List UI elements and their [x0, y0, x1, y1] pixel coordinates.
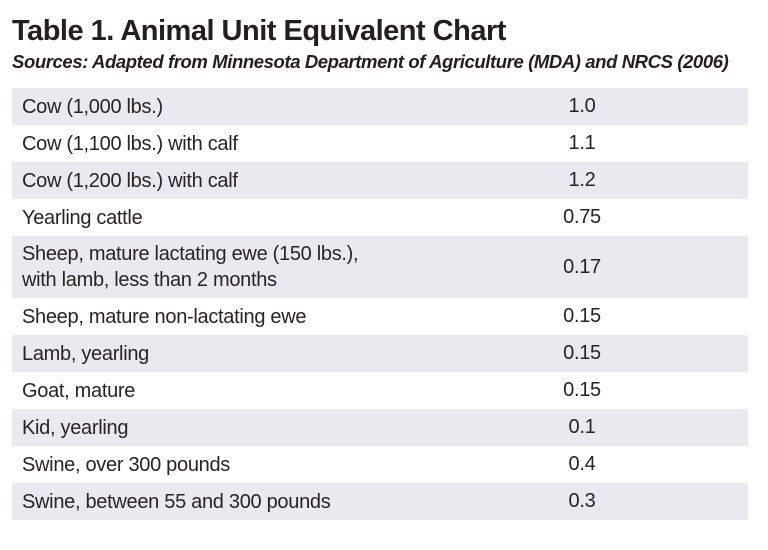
table-row: Sheep, mature non-lactating ewe 0.15 — [12, 298, 748, 336]
row-value: 0.17 — [563, 255, 601, 278]
table-row: Swine, over 300 pounds 0.4 — [12, 446, 748, 484]
row-label: Lamb, yearling — [22, 342, 149, 365]
row-value: 0.3 — [568, 490, 596, 513]
row-label: Goat, mature — [22, 379, 136, 402]
table-row: Yearling cattle 0.75 — [12, 199, 748, 237]
row-value: 1.1 — [568, 132, 596, 155]
table-row: Kid, yearling 0.1 — [12, 409, 748, 447]
row-value: 0.15 — [563, 305, 601, 328]
animal-unit-table: Cow (1,000 lbs.) 1.0 Cow (1,100 lbs.) wi… — [12, 88, 748, 521]
row-label: Yearling cattle — [22, 206, 143, 229]
row-label: Sheep, mature lactating ewe (150 lbs.), … — [22, 243, 359, 292]
table-row: Cow (1,200 lbs.) with calf 1.2 — [12, 162, 748, 200]
row-value: 0.15 — [563, 379, 601, 402]
row-value: 0.15 — [563, 342, 601, 365]
row-value: 0.1 — [568, 416, 596, 439]
page-title: Table 1. Animal Unit Equivalent Chart — [12, 15, 506, 47]
table-row: Swine, between 55 and 300 pounds 0.3 — [12, 483, 748, 521]
row-label: Swine, between 55 and 300 pounds — [22, 490, 331, 513]
table-row: Goat, mature 0.15 — [12, 372, 748, 410]
table-row: Cow (1,000 lbs.) 1.0 — [12, 88, 748, 126]
table-row: Sheep, mature lactating ewe (150 lbs.), … — [12, 236, 748, 299]
row-value: 0.4 — [568, 453, 596, 476]
row-label: Cow (1,000 lbs.) — [22, 95, 163, 118]
row-label: Swine, over 300 pounds — [22, 453, 230, 476]
table-row: Lamb, yearling 0.15 — [12, 335, 748, 373]
row-value: 1.0 — [568, 95, 596, 118]
row-label: Cow (1,200 lbs.) with calf — [22, 169, 238, 192]
source-line: Sources: Adapted from Minnesota Departme… — [12, 50, 729, 72]
row-label: Sheep, mature non-lactating ewe — [22, 305, 307, 328]
row-value: 0.75 — [563, 206, 601, 229]
row-value: 1.2 — [568, 169, 596, 192]
row-label: Cow (1,100 lbs.) with calf — [22, 132, 238, 155]
row-label: Kid, yearling — [22, 416, 129, 439]
table-row: Cow (1,100 lbs.) with calf 1.1 — [12, 125, 748, 163]
